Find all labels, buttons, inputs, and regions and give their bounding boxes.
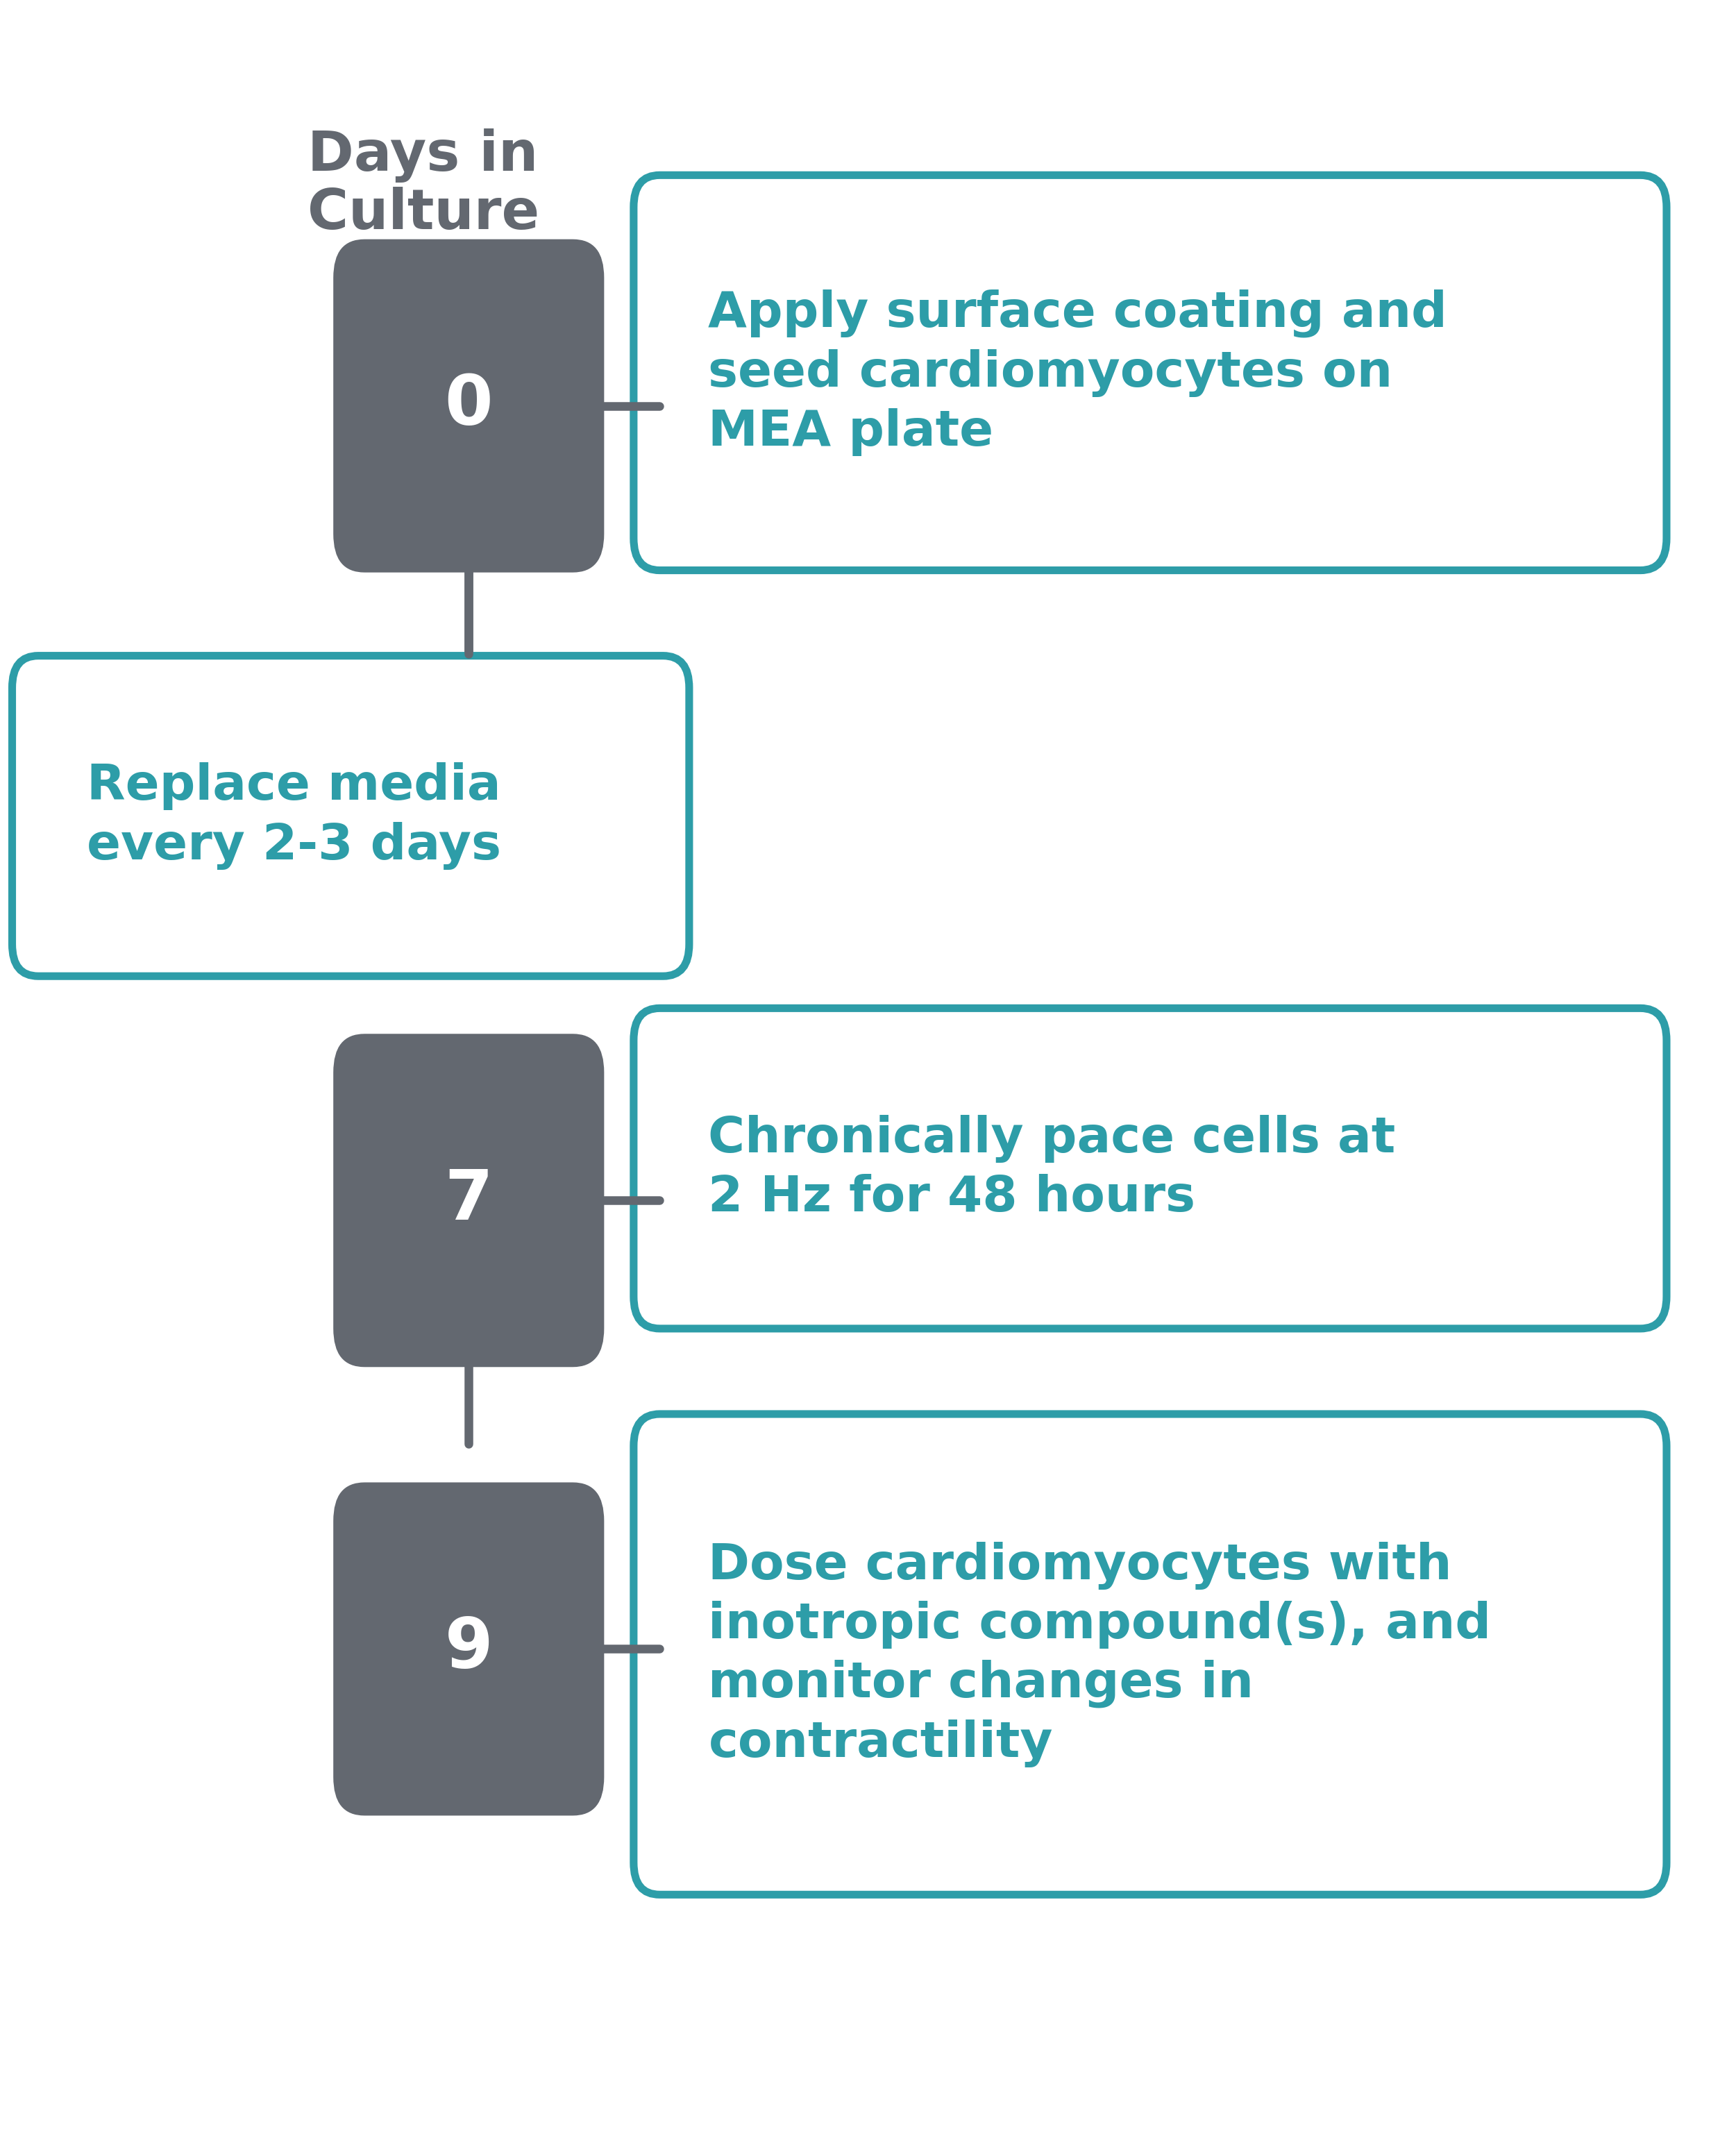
Text: Chronically pace cells at
2 Hz for 48 hours: Chronically pace cells at 2 Hz for 48 ho… bbox=[708, 1115, 1396, 1222]
Text: 9: 9 bbox=[444, 1615, 493, 1683]
Text: 7: 7 bbox=[444, 1166, 493, 1235]
FancyBboxPatch shape bbox=[634, 175, 1667, 570]
Text: Dose cardiomyocytes with
inotropic compound(s), and
monitor changes in
contracti: Dose cardiomyocytes with inotropic compo… bbox=[708, 1542, 1491, 1766]
Text: Days in
Culture: Days in Culture bbox=[307, 128, 540, 241]
Text: Apply surface coating and
seed cardiomyocytes on
MEA plate: Apply surface coating and seed cardiomyo… bbox=[708, 290, 1448, 455]
FancyBboxPatch shape bbox=[634, 1414, 1667, 1895]
FancyBboxPatch shape bbox=[333, 1034, 604, 1367]
FancyBboxPatch shape bbox=[12, 656, 689, 976]
FancyBboxPatch shape bbox=[333, 1482, 604, 1816]
Text: 0: 0 bbox=[444, 372, 493, 440]
Text: Replace media
every 2-3 days: Replace media every 2-3 days bbox=[87, 763, 502, 869]
FancyBboxPatch shape bbox=[333, 239, 604, 572]
FancyBboxPatch shape bbox=[634, 1008, 1667, 1329]
